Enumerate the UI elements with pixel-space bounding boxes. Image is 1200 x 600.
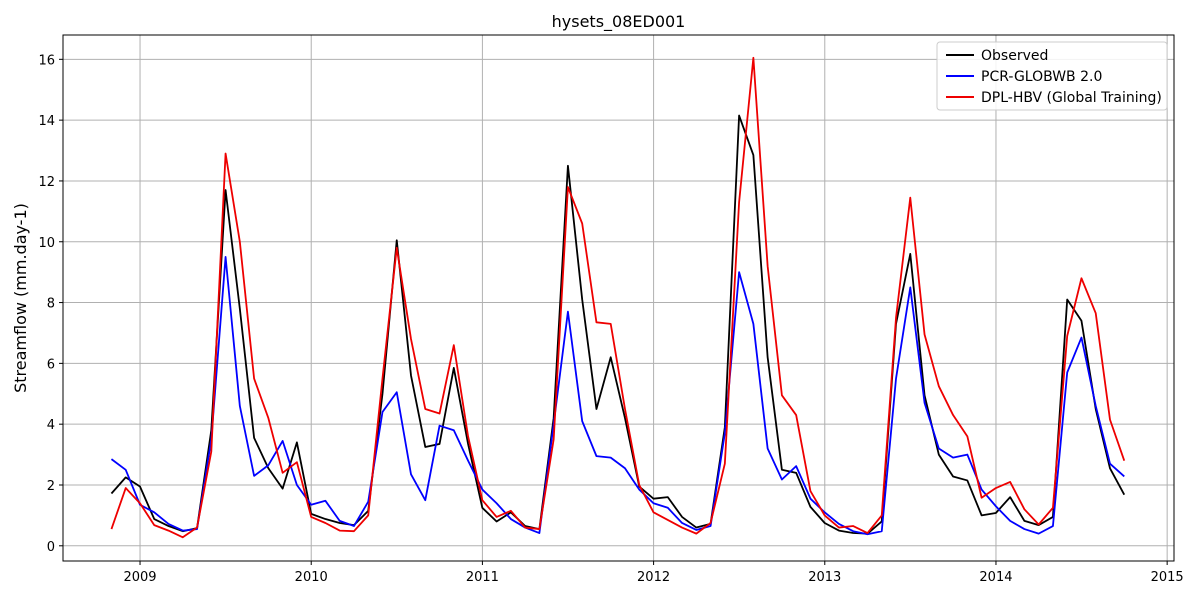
x-tick-label: 2014 [979,570,1012,585]
legend-label: PCR-GLOBWB 2.0 [981,69,1102,85]
x-tick-label: 2012 [637,570,670,585]
y-tick-label: 16 [38,53,55,68]
x-tick-label: 2010 [295,570,328,585]
chart-title: hysets_08ED001 [552,12,686,32]
series-line-pcr-globwb-2-0 [110,256,1125,536]
y-tick-label: 12 [38,175,55,190]
series-lines [110,56,1126,539]
y-tick-label: 6 [47,357,55,372]
grid-lines [63,35,1174,561]
legend-label: DPL-HBV (Global Training) [981,90,1162,106]
legend-label: Observed [981,48,1048,64]
x-tick-label: 2015 [1151,570,1184,585]
y-tick-label: 4 [47,418,55,433]
plot-frame [62,34,1175,562]
series-line-dpl-hbv-global-training [110,56,1126,539]
series-line-observed [110,114,1126,535]
y-tick-label: 14 [38,114,55,129]
legend-box [936,41,1168,111]
axis-ticks: 2009 2010 2011 2012 2013 2014 2015 0 2 4 6 8 10 12 14 1… [38,53,1183,585]
legend: Observed PCR-GLOBWB 2.0 DPL-HBV (Global Tr… [936,41,1168,111]
y-tick-label: 10 [38,236,55,251]
y-tick-label: 8 [47,297,55,312]
x-tick-label: 2009 [123,570,156,585]
y-tick-label: 2 [47,479,55,494]
y-axis-label: Streamflow (mm.day-1) [11,203,30,393]
y-tick-label: 0 [47,540,55,555]
x-tick-label: 2013 [808,570,841,585]
x-tick-label: 2011 [466,570,499,585]
